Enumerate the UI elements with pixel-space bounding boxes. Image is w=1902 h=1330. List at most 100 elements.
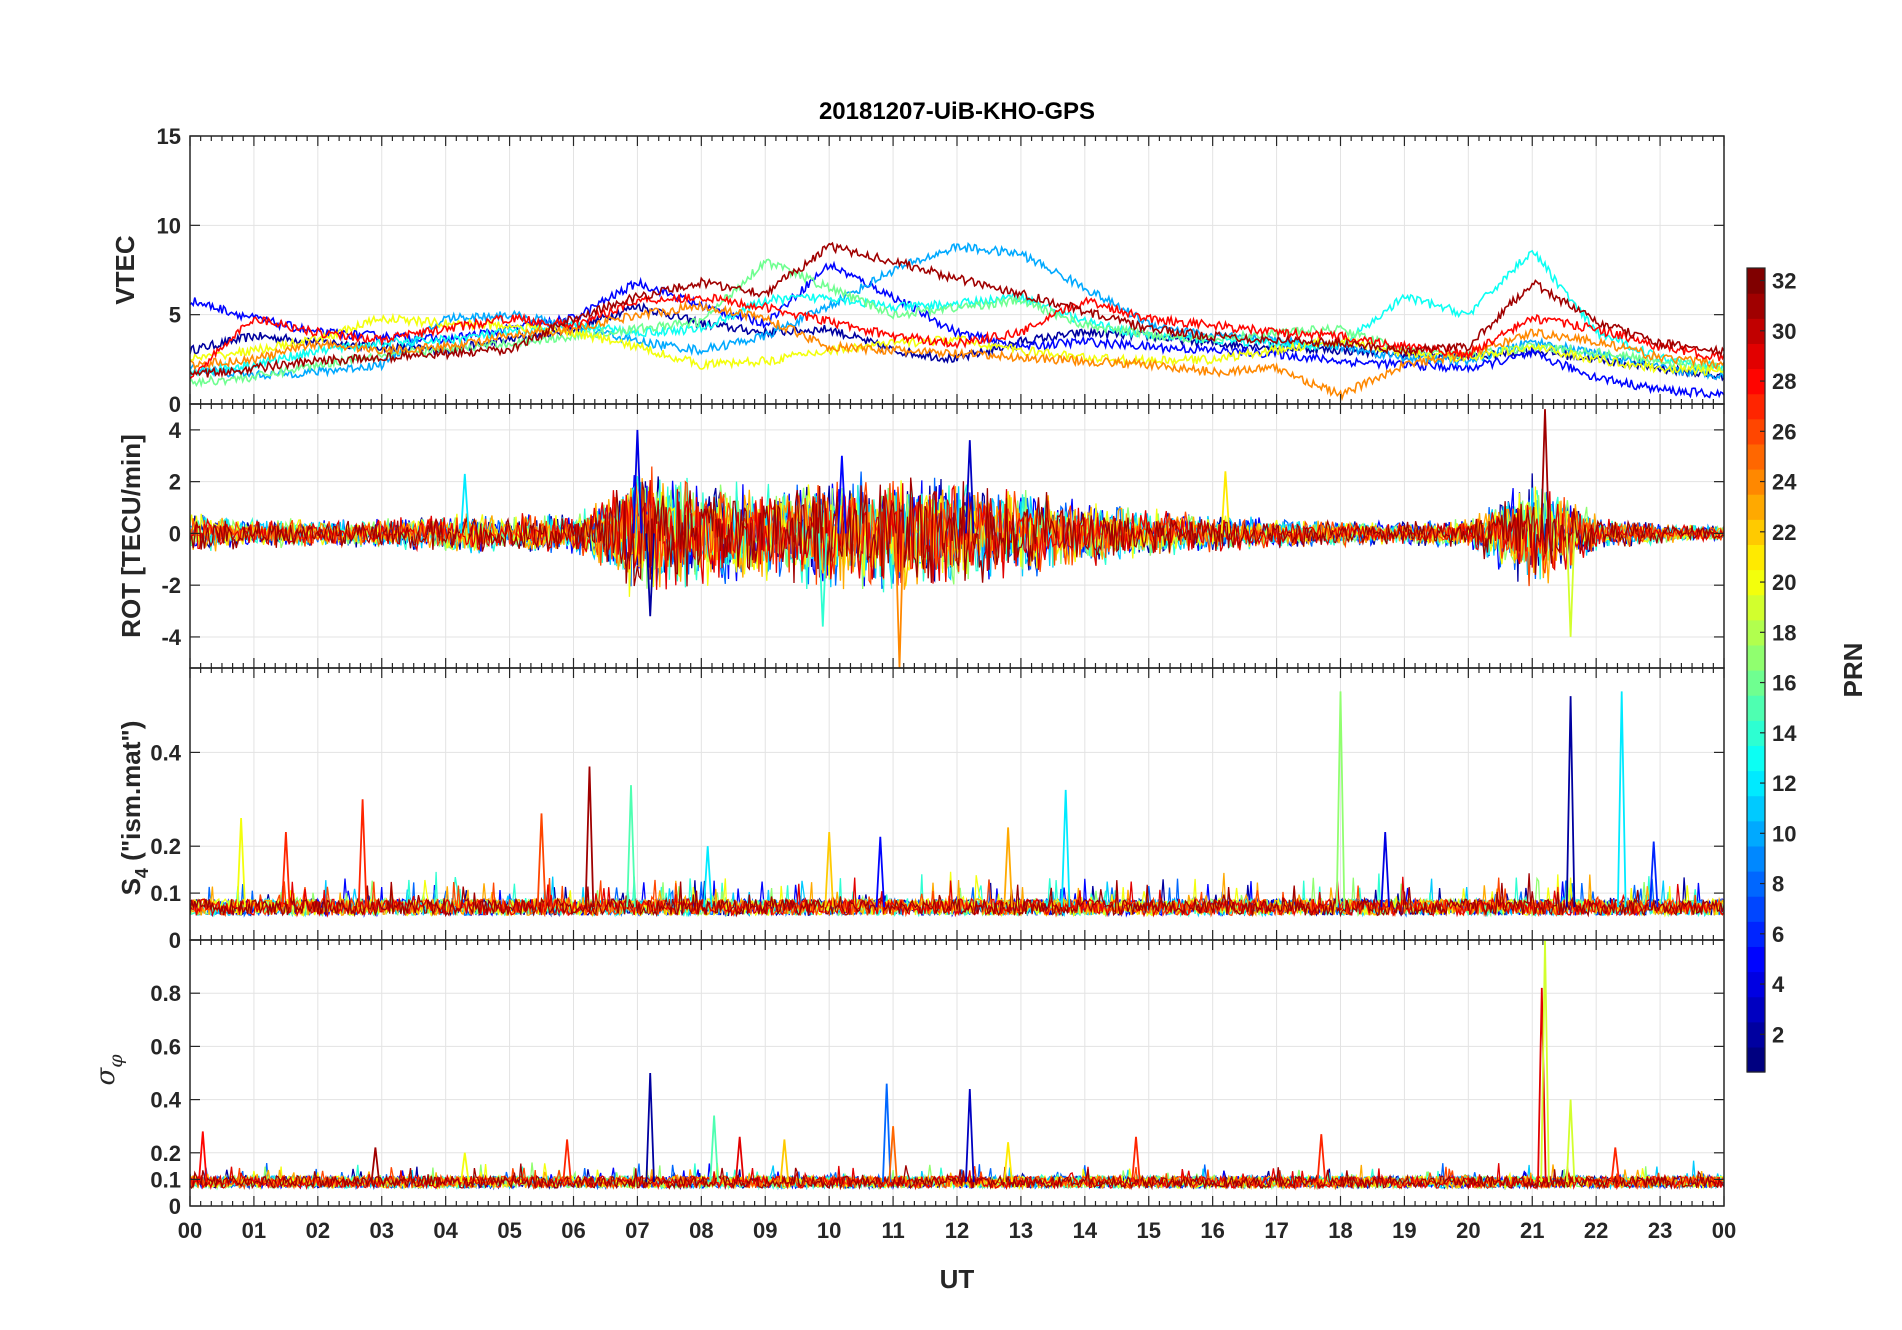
- sigphi-ytick-label: 0.2: [150, 1141, 181, 1166]
- vtec-series-prn-10: [190, 242, 1724, 381]
- sigphi-ticks: [189, 940, 1725, 1207]
- colorbar-band-28: [1747, 368, 1765, 395]
- x-tick-label-10: 10: [817, 1218, 841, 1243]
- colorbar-tick-label: 14: [1772, 721, 1797, 746]
- x-tick-labels: 00 01 02 03 04 05 06 07 08 09 10 11 12 13 14 15 16 17 18 19…: [178, 1218, 1736, 1243]
- x-tick-label-14: 14: [1073, 1218, 1098, 1243]
- s4-peak-7: [824, 832, 834, 908]
- sigphi-peak-5: [709, 1115, 719, 1183]
- colorbar-band-17: [1747, 644, 1765, 671]
- colorbar-band-1: [1747, 1046, 1765, 1073]
- colorbar-band-2: [1747, 1021, 1765, 1048]
- rot-peak-5: [965, 440, 975, 534]
- x-tick-label-6: 06: [561, 1218, 585, 1243]
- vtec-ylabel: VTEC: [110, 235, 140, 305]
- sigphi-grid: [190, 940, 1724, 1207]
- rot-peak-4: [894, 533, 905, 668]
- colorbar-tick-label: 20: [1772, 570, 1796, 595]
- panel-sigphi: 00.10.2 0.4 0.6 0.8 σφ: [91, 939, 1725, 1219]
- sigphi-peak-2: [460, 1152, 470, 1183]
- s4-peak-6: [703, 846, 713, 908]
- colorbar-box: [1746, 267, 1766, 1073]
- s4-peak-1: [281, 832, 291, 908]
- vtec-lines: [190, 241, 1724, 402]
- colorbar-band-21: [1747, 544, 1765, 571]
- colorbar-band-31: [1747, 293, 1765, 319]
- s4-ticks: [189, 668, 1725, 941]
- s4-peak-3: [536, 813, 547, 908]
- rot-peak-2: [837, 455, 847, 534]
- s4-peak-14: [1617, 691, 1627, 908]
- rot-series-prn-31: [190, 477, 1724, 587]
- vtec-series-prn-5: [190, 260, 1724, 399]
- colorbar-band-29: [1747, 343, 1765, 370]
- s4-peak-5: [626, 785, 636, 908]
- colorbar-tick-label: 2: [1772, 1022, 1784, 1047]
- sigphi-lines: [190, 940, 1724, 1191]
- rot-lines: [190, 409, 1724, 668]
- s4-peak-9: [1003, 827, 1013, 908]
- sigphi-peak-15: [1540, 940, 1550, 1183]
- colorbar-band-24: [1747, 469, 1765, 495]
- s4-ylabel-main: S: [116, 878, 146, 895]
- x-tick-label-9: 09: [753, 1218, 777, 1243]
- vtec-ytick-label: 5: [169, 303, 181, 328]
- rot-ytick-label: 4: [169, 418, 182, 443]
- rot-peak-6: [1540, 409, 1550, 534]
- x-axis-label: UT: [940, 1264, 975, 1294]
- colorbar-band-25: [1747, 443, 1765, 470]
- x-tick-label-17: 17: [1264, 1218, 1288, 1243]
- sigphi-peak-13: [1316, 1134, 1327, 1183]
- colorbar-tick-label: 18: [1772, 620, 1796, 645]
- rot-ticks: [189, 404, 1725, 668]
- sigphi-peak-1: [370, 1147, 381, 1183]
- x-tick-label-15: 15: [1137, 1218, 1161, 1243]
- sigphi-peak-17: [1610, 1147, 1621, 1183]
- colorbar-band-18: [1747, 619, 1765, 646]
- colorbar-band-16: [1747, 670, 1765, 696]
- s4-lines: [190, 691, 1724, 918]
- sigphi-ytick-label: 0.8: [150, 981, 181, 1006]
- sigphi-series-prn-29: [190, 1163, 1724, 1191]
- colorbar-label: PRN: [1838, 643, 1868, 698]
- panel-rot: -4 -2 0 2 4 ROT [TECU/min]: [116, 403, 1725, 669]
- colorbar-tick-label: 6: [1772, 922, 1784, 947]
- sigphi-peak-10: [965, 1088, 975, 1183]
- panel-vtec: 0 5 10 15 VTEC: [110, 124, 1725, 417]
- colorbar-tick-label: 26: [1772, 419, 1796, 444]
- x-tick-label-1: 01: [242, 1218, 266, 1243]
- colorbar-band-5: [1747, 946, 1765, 973]
- x-tick-label-18: 18: [1328, 1218, 1352, 1243]
- x-tick-label-23: 23: [1648, 1218, 1672, 1243]
- colorbar-band-3: [1747, 996, 1765, 1023]
- rot-ytick-label: -4: [161, 625, 181, 650]
- x-tick-label-7: 07: [625, 1218, 649, 1243]
- colorbar-band-4: [1747, 971, 1765, 998]
- colorbar-band-23: [1747, 494, 1765, 520]
- sigphi-ylabel-sub: φ: [105, 1054, 127, 1068]
- sigphi-peak-4: [645, 1072, 655, 1183]
- sigphi-peak-16: [1565, 1099, 1576, 1183]
- rot-series-prn-29: [190, 479, 1724, 590]
- colorbar-tick-label: 12: [1772, 771, 1796, 796]
- s4-peak-12: [1380, 832, 1390, 908]
- colorbar-band-12: [1747, 770, 1765, 797]
- s4-ytick-label: 0.4: [150, 740, 181, 765]
- sigphi-series-prn-31: [190, 1163, 1724, 1191]
- sigphi-peak-12: [1131, 1136, 1141, 1183]
- s4-peak-11: [1335, 691, 1346, 908]
- s4-peak-4: [584, 766, 595, 908]
- sigphi-ytick-label: 0.6: [150, 1034, 181, 1059]
- rot-peak-8: [460, 473, 470, 534]
- s4-peak-10: [1060, 789, 1071, 908]
- colorbar-tick-label: 22: [1772, 520, 1796, 545]
- x-tick-label-19: 19: [1392, 1218, 1416, 1243]
- x-tick-label-8: 08: [689, 1218, 713, 1243]
- s4-peak-2: [357, 799, 368, 908]
- colorbar-tick-label: 8: [1772, 872, 1784, 897]
- x-tick-label-11: 11: [881, 1218, 904, 1243]
- s4-ytick-labels: 0 0.1 0.2 0.4: [150, 740, 181, 953]
